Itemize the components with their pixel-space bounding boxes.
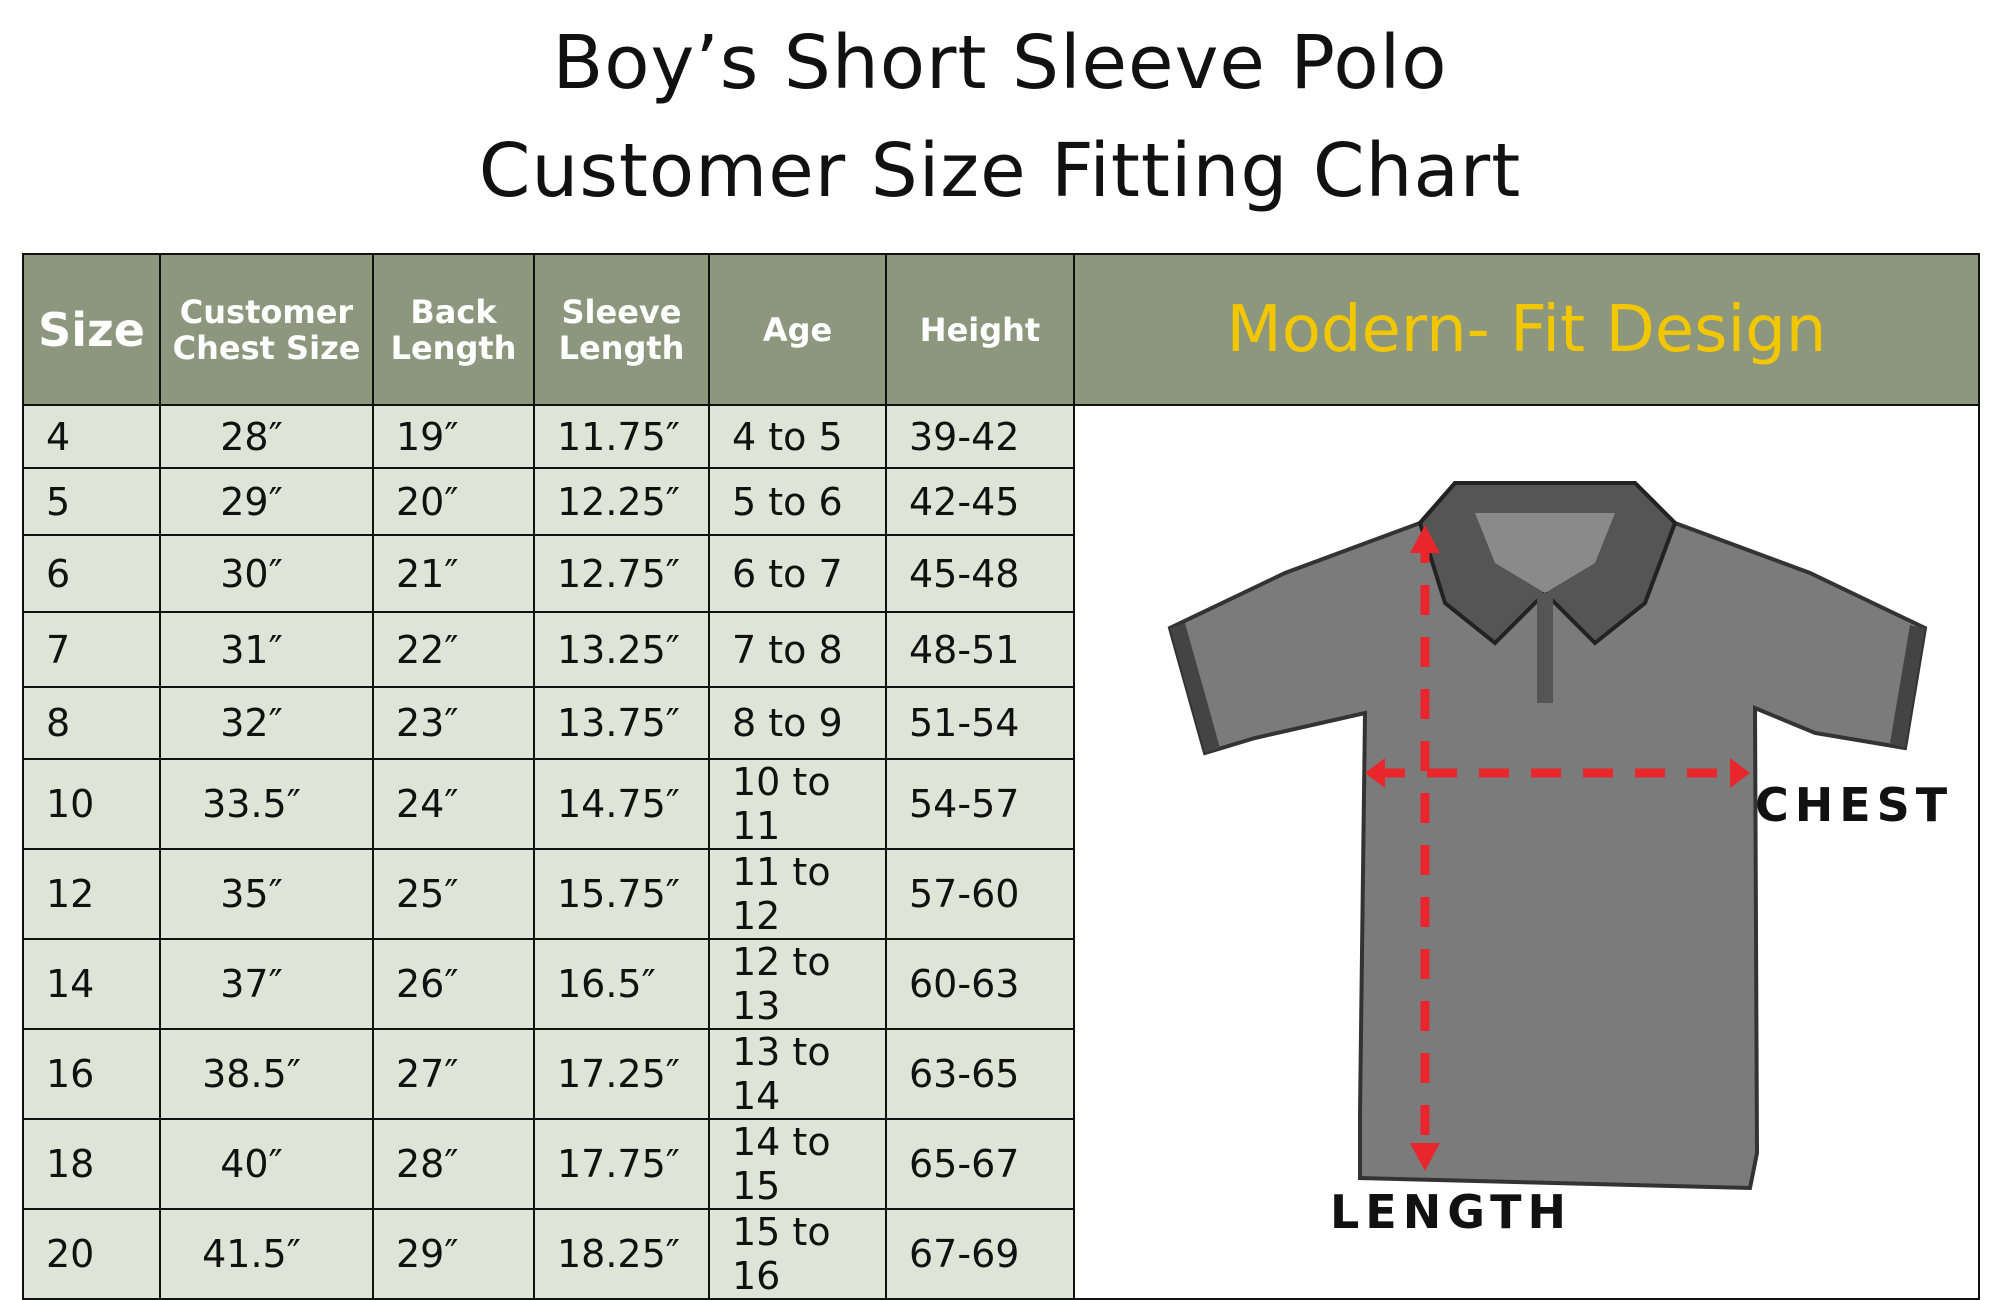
cell-size: 6 — [22, 534, 161, 613]
cell-size: 16 — [22, 1028, 161, 1120]
cell-back-length: 27″ — [372, 1028, 535, 1120]
cell-sleeve-length: 15.75″ — [533, 848, 710, 940]
cell-age: 12 to 13 — [708, 938, 887, 1030]
modern-fit-banner: Modern- Fit Design — [1073, 253, 1980, 406]
diagram-cell: CHEST LENGTH — [1073, 404, 1980, 1300]
cell-age: 14 to 15 — [708, 1118, 887, 1210]
cell-sleeve-length: 17.75″ — [533, 1118, 710, 1210]
cell-height: 60-63 — [885, 938, 1075, 1030]
cell-back-length: 20″ — [372, 467, 535, 536]
cell-sleeve-length: 16.5″ — [533, 938, 710, 1030]
cell-chest: 31″ — [159, 611, 374, 688]
title-line-1: Boy’s Short Sleeve Polo — [552, 20, 1448, 106]
cell-age: 11 to 12 — [708, 848, 887, 940]
cell-chest: 29″ — [159, 467, 374, 536]
cell-back-length: 22″ — [372, 611, 535, 688]
table-row: 18 40″ 28″ 17.75″ 14 to 15 65-67 — [22, 1118, 1979, 1210]
cell-back-length: 29″ — [372, 1208, 535, 1300]
header-row: Size Customer Chest Size Back Length Sle… — [22, 253, 1980, 406]
cell-sleeve-length: 14.75″ — [533, 758, 710, 850]
cell-age: 4 to 5 — [708, 404, 887, 469]
length-label: LENGTH — [1330, 1185, 1572, 1239]
polo-shirt-diagram: CHEST LENGTH — [1167, 481, 1953, 1239]
table-row: 4 28″ 19″ 11.75″ 4 to 5 39-42 CHEST LENGTH — [22, 404, 1980, 1300]
cell-age: 5 to 6 — [708, 467, 887, 536]
table-row: 7 31″ 22″ 13.25″ 7 to 8 48-51 — [22, 611, 1979, 688]
cell-age: 10 to 11 — [708, 758, 887, 850]
cell-chest: 35″ — [159, 848, 374, 940]
header-chest: Customer Chest Size — [159, 253, 374, 406]
cell-sleeve-length: 13.25″ — [533, 611, 710, 688]
header-height: Height — [885, 253, 1075, 406]
cell-size: 14 — [22, 938, 161, 1030]
cell-chest: 30″ — [159, 534, 374, 613]
cell-sleeve-length: 13.75″ — [533, 686, 710, 760]
cell-height: 39-42 — [885, 404, 1075, 469]
cell-sleeve-length: 12.75″ — [533, 534, 710, 613]
table-row: 10 33.5″ 24″ 14.75″ 10 to 11 54-57 — [22, 758, 1979, 850]
cell-age: 13 to 14 — [708, 1028, 887, 1120]
cell-size: 7 — [22, 611, 161, 688]
table-row: 8 32″ 23″ 13.75″ 8 to 9 51-54 — [22, 686, 1979, 760]
cell-back-length: 26″ — [372, 938, 535, 1030]
cell-height: 48-51 — [885, 611, 1075, 688]
table-row: 16 38.5″ 27″ 17.25″ 13 to 14 63-65 — [22, 1028, 1979, 1120]
cell-height: 65-67 — [885, 1118, 1075, 1210]
title-line-2: Customer Size Fitting Chart — [478, 128, 1522, 214]
cell-back-length: 24″ — [372, 758, 535, 850]
cell-size: 20 — [22, 1208, 161, 1300]
header-age: Age — [708, 253, 887, 406]
cell-age: 15 to 16 — [708, 1208, 887, 1300]
cell-size: 8 — [22, 686, 161, 760]
cell-chest: 40″ — [159, 1118, 374, 1210]
cell-height: 54-57 — [885, 758, 1075, 850]
header-size: Size — [22, 253, 161, 406]
cell-age: 6 to 7 — [708, 534, 887, 613]
cell-height: 63-65 — [885, 1028, 1075, 1120]
cell-height: 57-60 — [885, 848, 1075, 940]
cell-height: 67-69 — [885, 1208, 1075, 1300]
cell-size: 4 — [22, 404, 161, 469]
table-row: 5 29″ 20″ 12.25″ 5 to 6 42-45 — [22, 467, 1979, 536]
table-row: 14 37″ 26″ 16.5″ 12 to 13 60-63 — [22, 938, 1979, 1030]
cell-chest: 37″ — [159, 938, 374, 1030]
header-sleeve-length: Sleeve Length — [533, 253, 710, 406]
cell-sleeve-length: 12.25″ — [533, 467, 710, 536]
measure-arrows — [1375, 533, 1740, 1153]
chest-label: CHEST — [1755, 778, 1953, 832]
cell-size: 10 — [22, 758, 161, 850]
cell-size: 5 — [22, 467, 161, 536]
cell-height: 45-48 — [885, 534, 1075, 613]
cell-sleeve-length: 17.25″ — [533, 1028, 710, 1120]
cell-sleeve-length: 18.25″ — [533, 1208, 710, 1300]
cell-chest: 33.5″ — [159, 758, 374, 850]
cell-sleeve-length: 11.75″ — [533, 404, 710, 469]
cell-height: 42-45 — [885, 467, 1075, 536]
cell-chest: 41.5″ — [159, 1208, 374, 1300]
cell-back-length: 25″ — [372, 848, 535, 940]
table-row: 6 30″ 21″ 12.75″ 6 to 7 45-48 — [22, 534, 1979, 613]
cell-age: 8 to 9 — [708, 686, 887, 760]
cell-chest: 32″ — [159, 686, 374, 760]
cell-age: 7 to 8 — [708, 611, 887, 688]
cell-chest: 38.5″ — [159, 1028, 374, 1120]
table-row: 12 35″ 25″ 15.75″ 11 to 12 57-60 — [22, 848, 1979, 940]
cell-back-length: 28″ — [372, 1118, 535, 1210]
cell-back-length: 21″ — [372, 534, 535, 613]
cell-height: 51-54 — [885, 686, 1075, 760]
cell-back-length: 19″ — [372, 404, 535, 469]
cell-chest: 28″ — [159, 404, 374, 469]
cell-size: 18 — [22, 1118, 161, 1210]
cell-size: 12 — [22, 848, 161, 940]
header-back-length: Back Length — [372, 253, 535, 406]
size-chart-table: Size Customer Chest Size Back Length Sle… — [22, 253, 1980, 1300]
cell-back-length: 23″ — [372, 686, 535, 760]
